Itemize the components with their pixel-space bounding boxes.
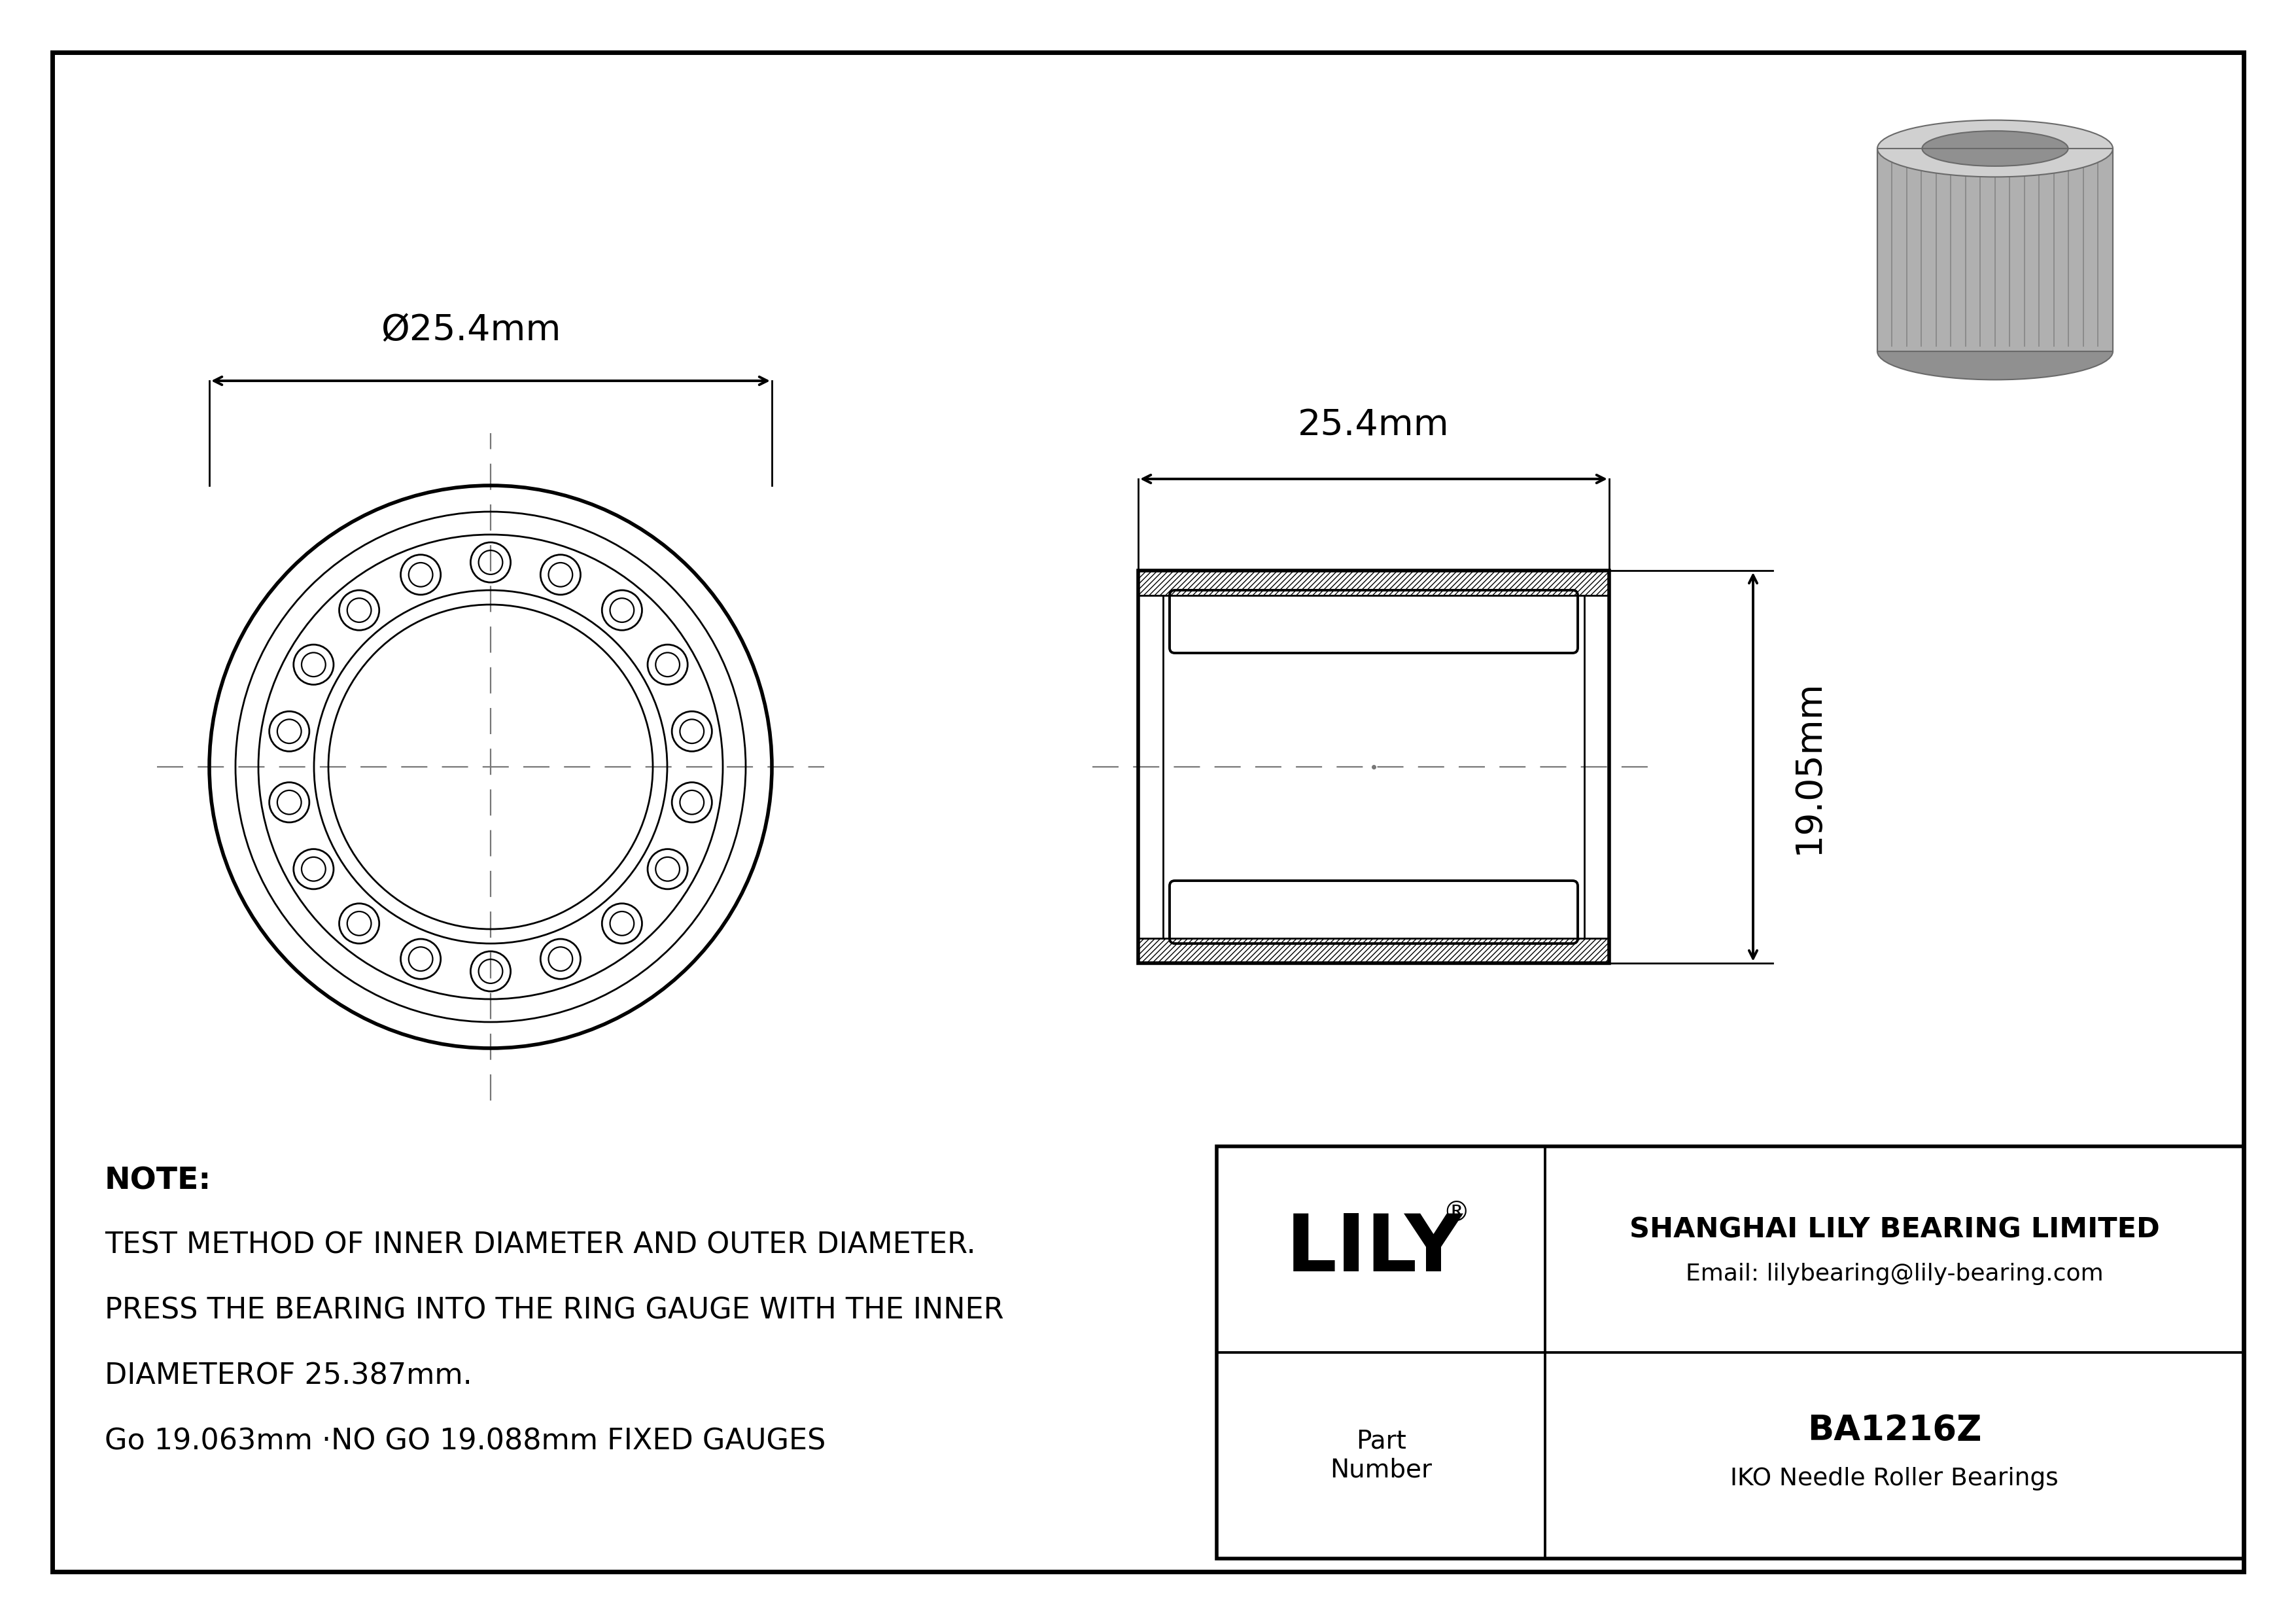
Ellipse shape bbox=[1922, 132, 2069, 166]
Ellipse shape bbox=[1878, 120, 2112, 177]
Text: Part
Number: Part Number bbox=[1329, 1429, 1433, 1483]
Text: PRESS THE BEARING INTO THE RING GAUGE WITH THE INNER: PRESS THE BEARING INTO THE RING GAUGE WI… bbox=[106, 1298, 1003, 1325]
Bar bbox=[1139, 570, 1609, 596]
Bar bbox=[1139, 570, 1609, 963]
Text: DIAMETEROF 25.387mm.: DIAMETEROF 25.387mm. bbox=[106, 1363, 473, 1390]
Text: LILY: LILY bbox=[1286, 1212, 1463, 1288]
Text: TEST METHOD OF INNER DIAMETER AND OUTER DIAMETER.: TEST METHOD OF INNER DIAMETER AND OUTER … bbox=[106, 1231, 976, 1260]
Bar bbox=[1878, 148, 2112, 351]
Text: BA1216Z: BA1216Z bbox=[1807, 1413, 1981, 1447]
Ellipse shape bbox=[1878, 323, 2112, 380]
Text: Ø25.4mm: Ø25.4mm bbox=[381, 313, 560, 348]
Bar bbox=[1139, 939, 1609, 963]
Text: ®: ® bbox=[1442, 1200, 1469, 1228]
Text: Go 19.063mm ·NO GO 19.088mm FIXED GAUGES: Go 19.063mm ·NO GO 19.088mm FIXED GAUGES bbox=[106, 1427, 827, 1455]
Text: NOTE:: NOTE: bbox=[106, 1166, 211, 1195]
Bar bbox=[1217, 1147, 2243, 1559]
Text: SHANGHAI LILY BEARING LIMITED: SHANGHAI LILY BEARING LIMITED bbox=[1630, 1216, 2161, 1244]
Text: 19.05mm: 19.05mm bbox=[1791, 679, 1825, 854]
Bar bbox=[1878, 148, 2112, 351]
Text: Email: lilybearing@lily-bearing.com: Email: lilybearing@lily-bearing.com bbox=[1685, 1263, 2103, 1285]
Text: IKO Needle Roller Bearings: IKO Needle Roller Bearings bbox=[1731, 1466, 2060, 1491]
Text: 25.4mm: 25.4mm bbox=[1297, 408, 1449, 443]
